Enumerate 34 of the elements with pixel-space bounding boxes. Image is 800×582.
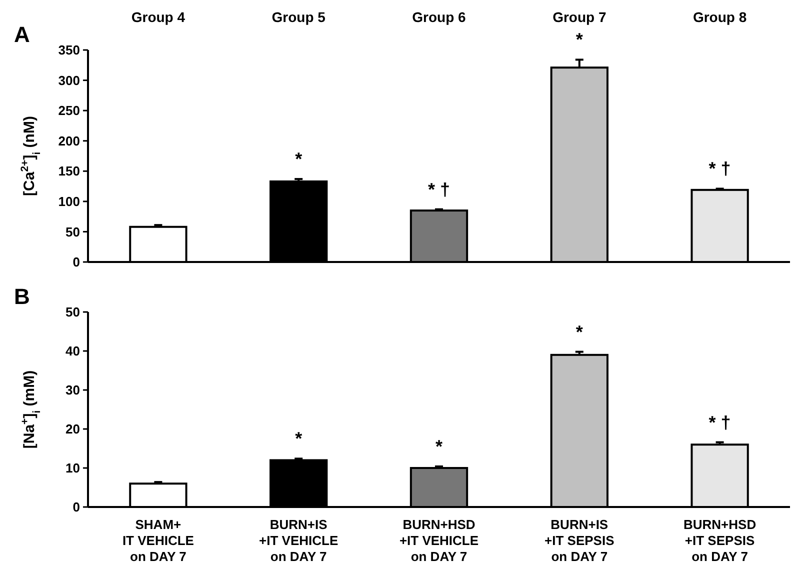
x-tick-label: BURN+HSD +IT VEHICLE on DAY 7 bbox=[399, 517, 479, 564]
y-tick-label: 50 bbox=[66, 224, 80, 240]
category-label: Group 4 bbox=[131, 9, 186, 25]
x-tick-label: SHAM+ IT VEHICLE on DAY 7 bbox=[122, 517, 194, 564]
y-tick-label: 10 bbox=[66, 460, 80, 476]
y-tick-label: 50 bbox=[66, 304, 80, 320]
y-tick-label: 0 bbox=[72, 500, 80, 515]
annotation: * bbox=[295, 428, 302, 449]
y-tick-label: 40 bbox=[66, 344, 80, 359]
y-tick-label: 300 bbox=[58, 72, 80, 88]
y-tick-label: 150 bbox=[58, 164, 80, 179]
y-tick-label: 250 bbox=[58, 103, 80, 118]
chart-title: B bbox=[14, 284, 30, 309]
y-tick-label: 350 bbox=[58, 42, 80, 58]
annotation: * bbox=[435, 436, 443, 456]
annotation: * † bbox=[708, 158, 731, 179]
annotation: * bbox=[576, 322, 583, 342]
annotation: * bbox=[295, 149, 302, 170]
category-label: Group 7 bbox=[552, 9, 606, 25]
category-label: Group 5 bbox=[272, 9, 326, 25]
y-tick-label: 30 bbox=[66, 382, 80, 398]
annotation: * † bbox=[708, 412, 731, 432]
category-label: Group 6 bbox=[412, 9, 466, 25]
x-tick-label: BURN+IS +IT VEHICLE on DAY 7 bbox=[259, 517, 338, 564]
y-tick-label: 200 bbox=[58, 133, 80, 148]
x-tick-label: BURN+IS +IT SEPSIS on DAY 7 bbox=[544, 517, 615, 564]
category-label: Group 8 bbox=[692, 9, 747, 25]
y-tick-label: 20 bbox=[66, 422, 80, 437]
annotation: * bbox=[576, 30, 583, 50]
annotation: * † bbox=[428, 179, 450, 200]
chart-title: A bbox=[14, 22, 30, 47]
y-tick-label: 100 bbox=[58, 194, 80, 209]
x-tick-label: BURN+HSD +IT SEPSIS on DAY 7 bbox=[684, 517, 756, 564]
y-tick-label: 0 bbox=[72, 254, 80, 270]
